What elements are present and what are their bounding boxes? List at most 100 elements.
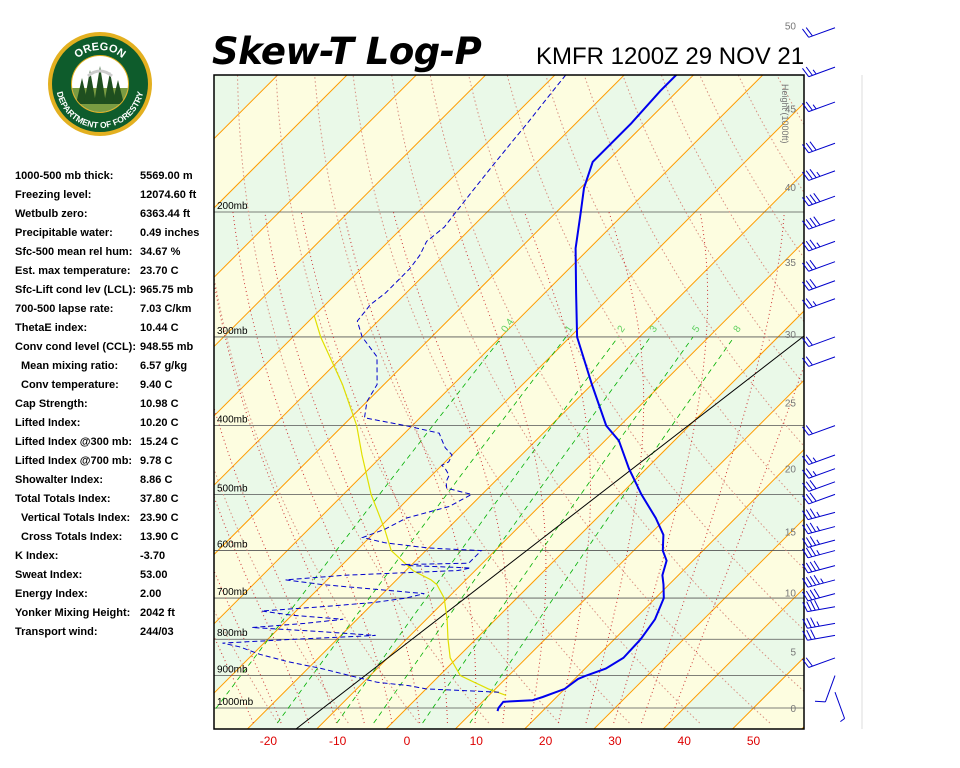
- wind-barb-flag: [810, 629, 816, 640]
- isotherm-line: [315, 240, 804, 729]
- wind-barb: [802, 560, 836, 574]
- dry-adiabat: [237, 75, 490, 724]
- x-tick-label: 20: [539, 734, 553, 748]
- index-row: Total Totals Index: 37.80 C: [15, 491, 210, 510]
- index-value: 53.00: [140, 569, 168, 581]
- wind-barb-staff: [807, 565, 836, 574]
- index-row: Energy Index: 2.00: [15, 586, 210, 605]
- wind-barb-staff: [808, 261, 836, 272]
- wind-barb-staff: [834, 692, 846, 719]
- wind-barb: [802, 479, 836, 492]
- pressure-label: 500mb: [217, 483, 248, 494]
- x-tick-label: 0: [404, 734, 411, 748]
- wind-barb: [802, 536, 836, 548]
- wind-barb-flag: [802, 538, 809, 548]
- wind-barb-flag: [802, 591, 809, 602]
- x-tick-label: 50: [747, 734, 761, 748]
- isotherm-band: [214, 75, 804, 694]
- wind-barb: [802, 101, 836, 113]
- wind-barb-flag: [810, 600, 816, 611]
- index-row: Lifted Index @300 mb: 15.24 C: [15, 434, 210, 453]
- wind-barb-flag: [809, 492, 817, 502]
- mixing-ratio-label: 5: [690, 323, 702, 334]
- wind-barb-staff: [808, 356, 836, 367]
- mixing-ratio-line: [336, 336, 619, 724]
- index-label: 1000-500 mb thick:: [15, 170, 114, 182]
- wind-barb-staff: [807, 593, 836, 602]
- dry-adiabat: [468, 75, 804, 631]
- wind-barb-flag: [805, 195, 813, 205]
- height-tick-label: 35: [785, 258, 797, 269]
- isotherm-line: [214, 75, 556, 417]
- index-value: 10.98 C: [140, 398, 179, 410]
- index-value: 15.24 C: [140, 436, 179, 448]
- isotherm-line: [246, 171, 804, 729]
- wind-barb-flag: [813, 588, 820, 599]
- dry-adiabat: [882, 0, 960, 723]
- wind-barb-flag: [813, 192, 821, 202]
- wind-barb-flag: [809, 536, 817, 546]
- wind-barb-staff: [824, 675, 836, 703]
- wind-barb-staff: [808, 195, 836, 207]
- wind-barb-flag: [809, 575, 817, 586]
- index-value: 2042 ft: [140, 607, 175, 619]
- wind-barb-flag: [805, 523, 813, 534]
- wind-barb-flag: [805, 142, 813, 152]
- index-label: Sfc-500 mean rel hum:: [15, 246, 133, 258]
- reference-line: [295, 335, 804, 729]
- index-label: Wetbulb zero:: [15, 208, 88, 220]
- moist-adiabat: [640, 211, 785, 724]
- dry-adiabat: [429, 75, 804, 693]
- index-label: Lifted Index @300 mb:: [15, 436, 133, 448]
- wind-barb-flag: [809, 141, 817, 151]
- wind-barb-flag: [802, 510, 809, 520]
- mixing-ratio-line: [276, 336, 567, 724]
- wind-barb: [802, 522, 836, 535]
- index-value: 37.80 C: [140, 493, 179, 505]
- mixing-ratio-label: 8: [732, 323, 744, 334]
- wind-barb-flag: [805, 493, 813, 503]
- wind-barb-flag: [805, 590, 813, 601]
- wind-barb-staff: [808, 657, 836, 668]
- index-row: Est. max temperature: 23.70 C: [15, 263, 210, 282]
- wind-barb: [802, 629, 836, 641]
- wind-barb: [802, 192, 836, 207]
- wind-barb-flag: [802, 28, 810, 38]
- index-row: Precipitable water: 0.49 inches: [15, 225, 210, 244]
- index-row: 1000-500 mb thick: 5569.00 m: [15, 168, 210, 187]
- isotherm-band: [0, 70, 6, 734]
- wind-barb-flag: [802, 469, 810, 479]
- dry-adiabat: [314, 75, 630, 724]
- pressure-label: 400mb: [217, 415, 248, 426]
- wind-barb: [802, 66, 836, 78]
- wind-barb-staff: [808, 240, 836, 252]
- index-label: Showalter Index:: [15, 474, 104, 486]
- pressure-label: 900mb: [217, 665, 248, 676]
- wind-barb-flag: [802, 68, 810, 78]
- wind-barb-flag: [802, 426, 810, 436]
- moist-adiabat: [232, 211, 393, 724]
- mixing-ratio-line: [214, 336, 503, 712]
- index-label: Lifted Index:: [15, 417, 81, 429]
- wind-barb: [802, 454, 836, 466]
- isotherm-band: [935, 70, 960, 734]
- index-value: 34.67 %: [140, 246, 181, 258]
- index-row: Transport wind: 244/03: [15, 624, 210, 643]
- dewpoint-profile: [222, 75, 567, 693]
- isotherm-line: [523, 448, 804, 729]
- index-value: 23.90 C: [140, 512, 179, 524]
- wind-barb-flag: [802, 630, 808, 641]
- wind-barb-staff: [807, 606, 836, 613]
- height-tick-label: 40: [785, 183, 797, 194]
- wind-barb: [814, 675, 836, 703]
- index-row: Freezing level: 12074.60 ft: [15, 187, 210, 206]
- wind-barb-flag: [809, 589, 817, 600]
- oregon-forestry-logo: OREGON DEPARTMENT OF FORESTRY: [46, 30, 154, 138]
- wind-barb: [802, 259, 836, 272]
- index-row: Sfc-Lift cond lev (LCL): 965.75 mb: [15, 282, 210, 301]
- wind-barb-half-flag: [812, 457, 817, 463]
- wind-barb: [802, 141, 836, 154]
- index-value: 5569.00 m: [140, 170, 193, 182]
- isotherm-line: [214, 75, 487, 348]
